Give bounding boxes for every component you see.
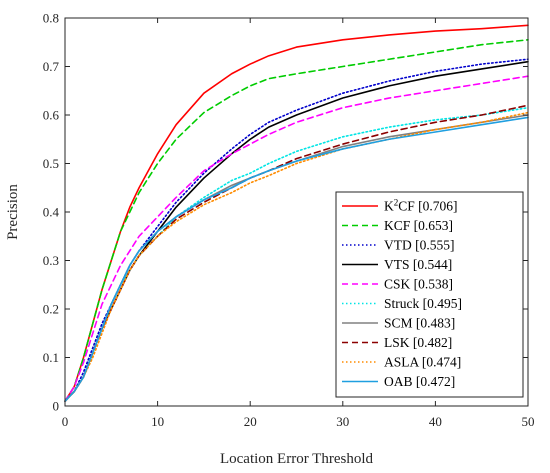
x-tick-label: 10 xyxy=(151,414,164,429)
y-tick-label: 0.5 xyxy=(43,156,59,171)
legend-entry: SCM [0.483] xyxy=(384,316,455,331)
y-tick-label: 0.1 xyxy=(43,350,59,365)
tick-labels: 0 10 20 30 40 50 0 0.1 0.2 0.3 0.4 0.5 0.6 0.7 0.8 xyxy=(43,11,535,430)
x-tick-label: 0 xyxy=(62,414,69,429)
x-tick-label: 20 xyxy=(244,414,257,429)
series-line-csk xyxy=(64,75,529,402)
y-tick-label: 0.7 xyxy=(43,59,60,74)
x-tick-label: 40 xyxy=(429,414,442,429)
legend-entry: K2CF [0.706] xyxy=(384,198,458,214)
x-axis-label: Location Error Threshold xyxy=(220,451,374,467)
y-axis-label: Precision xyxy=(5,184,21,240)
y-tick-label: 0.4 xyxy=(43,205,60,220)
legend-entry: ASLA [0.474] xyxy=(384,355,461,370)
x-tick-label: 30 xyxy=(336,414,349,429)
y-tick-label: 0 xyxy=(53,399,60,414)
series-line-oab xyxy=(64,116,529,402)
legend-entry: CSK [0.538] xyxy=(384,277,453,292)
legend-entry: LSK [0.482] xyxy=(384,335,452,350)
x-tick-label: 50 xyxy=(522,414,535,429)
y-tick-label: 0.3 xyxy=(43,253,59,268)
legend: K2CF [0.706] KCF [0.653] VTD [0.555] VTS [0… xyxy=(335,191,524,398)
y-tick-label: 0.6 xyxy=(43,108,60,123)
legend-entry: OAB [0.472] xyxy=(384,374,455,389)
legend-entry: Struck [0.495] xyxy=(384,296,462,311)
series-line-kcf xyxy=(64,39,529,402)
axes xyxy=(64,17,529,407)
legend-entry: KCF [0.653] xyxy=(384,218,453,233)
legend-entry: VTS [0.544] xyxy=(384,257,452,272)
series-line-vtd xyxy=(64,58,529,402)
y-tick-label: 0.8 xyxy=(43,11,59,26)
legend-entry: VTD [0.555] xyxy=(384,238,455,253)
series-lines xyxy=(64,24,529,402)
y-tick-label: 0.2 xyxy=(43,302,59,317)
